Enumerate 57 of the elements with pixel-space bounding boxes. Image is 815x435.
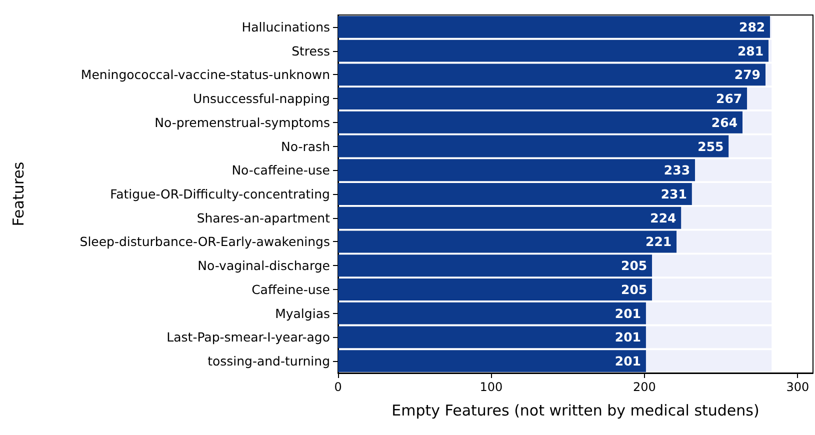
x-tick-label: 100 — [480, 380, 503, 394]
y-tick-label: Stress — [292, 43, 330, 58]
x-tick-label: 0 — [334, 380, 342, 394]
x-axis-title: Empty Features (not written by medical studens) — [392, 402, 760, 420]
data-label: 267 — [716, 91, 742, 106]
y-tick-label: Sleep-disturbance-OR-Early-awakenings — [80, 234, 330, 250]
y-tick-label: Shares-an-apartment — [196, 210, 330, 226]
bar — [747, 88, 772, 110]
bar — [646, 350, 772, 372]
bar — [652, 278, 772, 300]
y-tick-label: Last-Pap-smear-I-year-ago — [166, 330, 330, 345]
bar — [338, 111, 743, 134]
y-tick-label: No-rash — [281, 138, 330, 154]
data-label: 231 — [660, 186, 687, 202]
y-tick-label: Unsuccessful-napping — [192, 91, 330, 106]
y-tick-label: No-vaginal-discharge — [198, 258, 330, 274]
bar — [338, 88, 748, 110]
data-label: 233 — [664, 162, 690, 178]
y-tick-label: Fatigue-OR-Difficulty-concentrating — [110, 186, 330, 202]
data-label: 224 — [650, 210, 677, 226]
bar — [338, 230, 677, 253]
data-label: 282 — [739, 19, 766, 34]
y-tick-label: Myalgias — [275, 306, 330, 321]
bar — [338, 206, 682, 229]
data-label: 221 — [646, 234, 672, 250]
y-tick-label: No-caffeine-use — [232, 162, 330, 178]
y-tick-label: Caffeine-use — [252, 282, 330, 297]
data-label: 255 — [698, 138, 724, 154]
data-label: 201 — [614, 330, 641, 345]
y-tick-label: Meningococcal-vaccine-status-unknown — [80, 67, 330, 82]
bar — [338, 183, 692, 205]
bar — [692, 183, 772, 205]
bar — [338, 159, 696, 182]
bar — [742, 111, 772, 134]
x-tick-label: 200 — [633, 380, 656, 394]
bar — [338, 16, 770, 38]
data-label: 279 — [734, 67, 760, 82]
bar — [338, 135, 729, 158]
data-label: 201 — [614, 306, 641, 321]
y-tick-label: tossing-and-turning — [208, 354, 330, 369]
x-tick-label: 300 — [786, 380, 810, 394]
y-tick-label: No-premenstrual-symptoms — [154, 114, 330, 130]
bar — [681, 206, 772, 229]
bar — [695, 159, 772, 182]
bar — [338, 350, 646, 372]
bar — [338, 278, 652, 300]
bar — [652, 254, 772, 277]
data-label: 201 — [614, 354, 641, 369]
y-tick-label: Hallucinations — [242, 19, 330, 34]
data-label: 281 — [737, 43, 764, 58]
bar — [728, 135, 772, 158]
bar — [676, 230, 772, 253]
bar — [338, 254, 652, 277]
data-label: 264 — [711, 114, 738, 130]
y-axis-title: Features — [10, 162, 28, 226]
data-label: 205 — [621, 282, 648, 297]
data-label: 205 — [621, 258, 648, 274]
